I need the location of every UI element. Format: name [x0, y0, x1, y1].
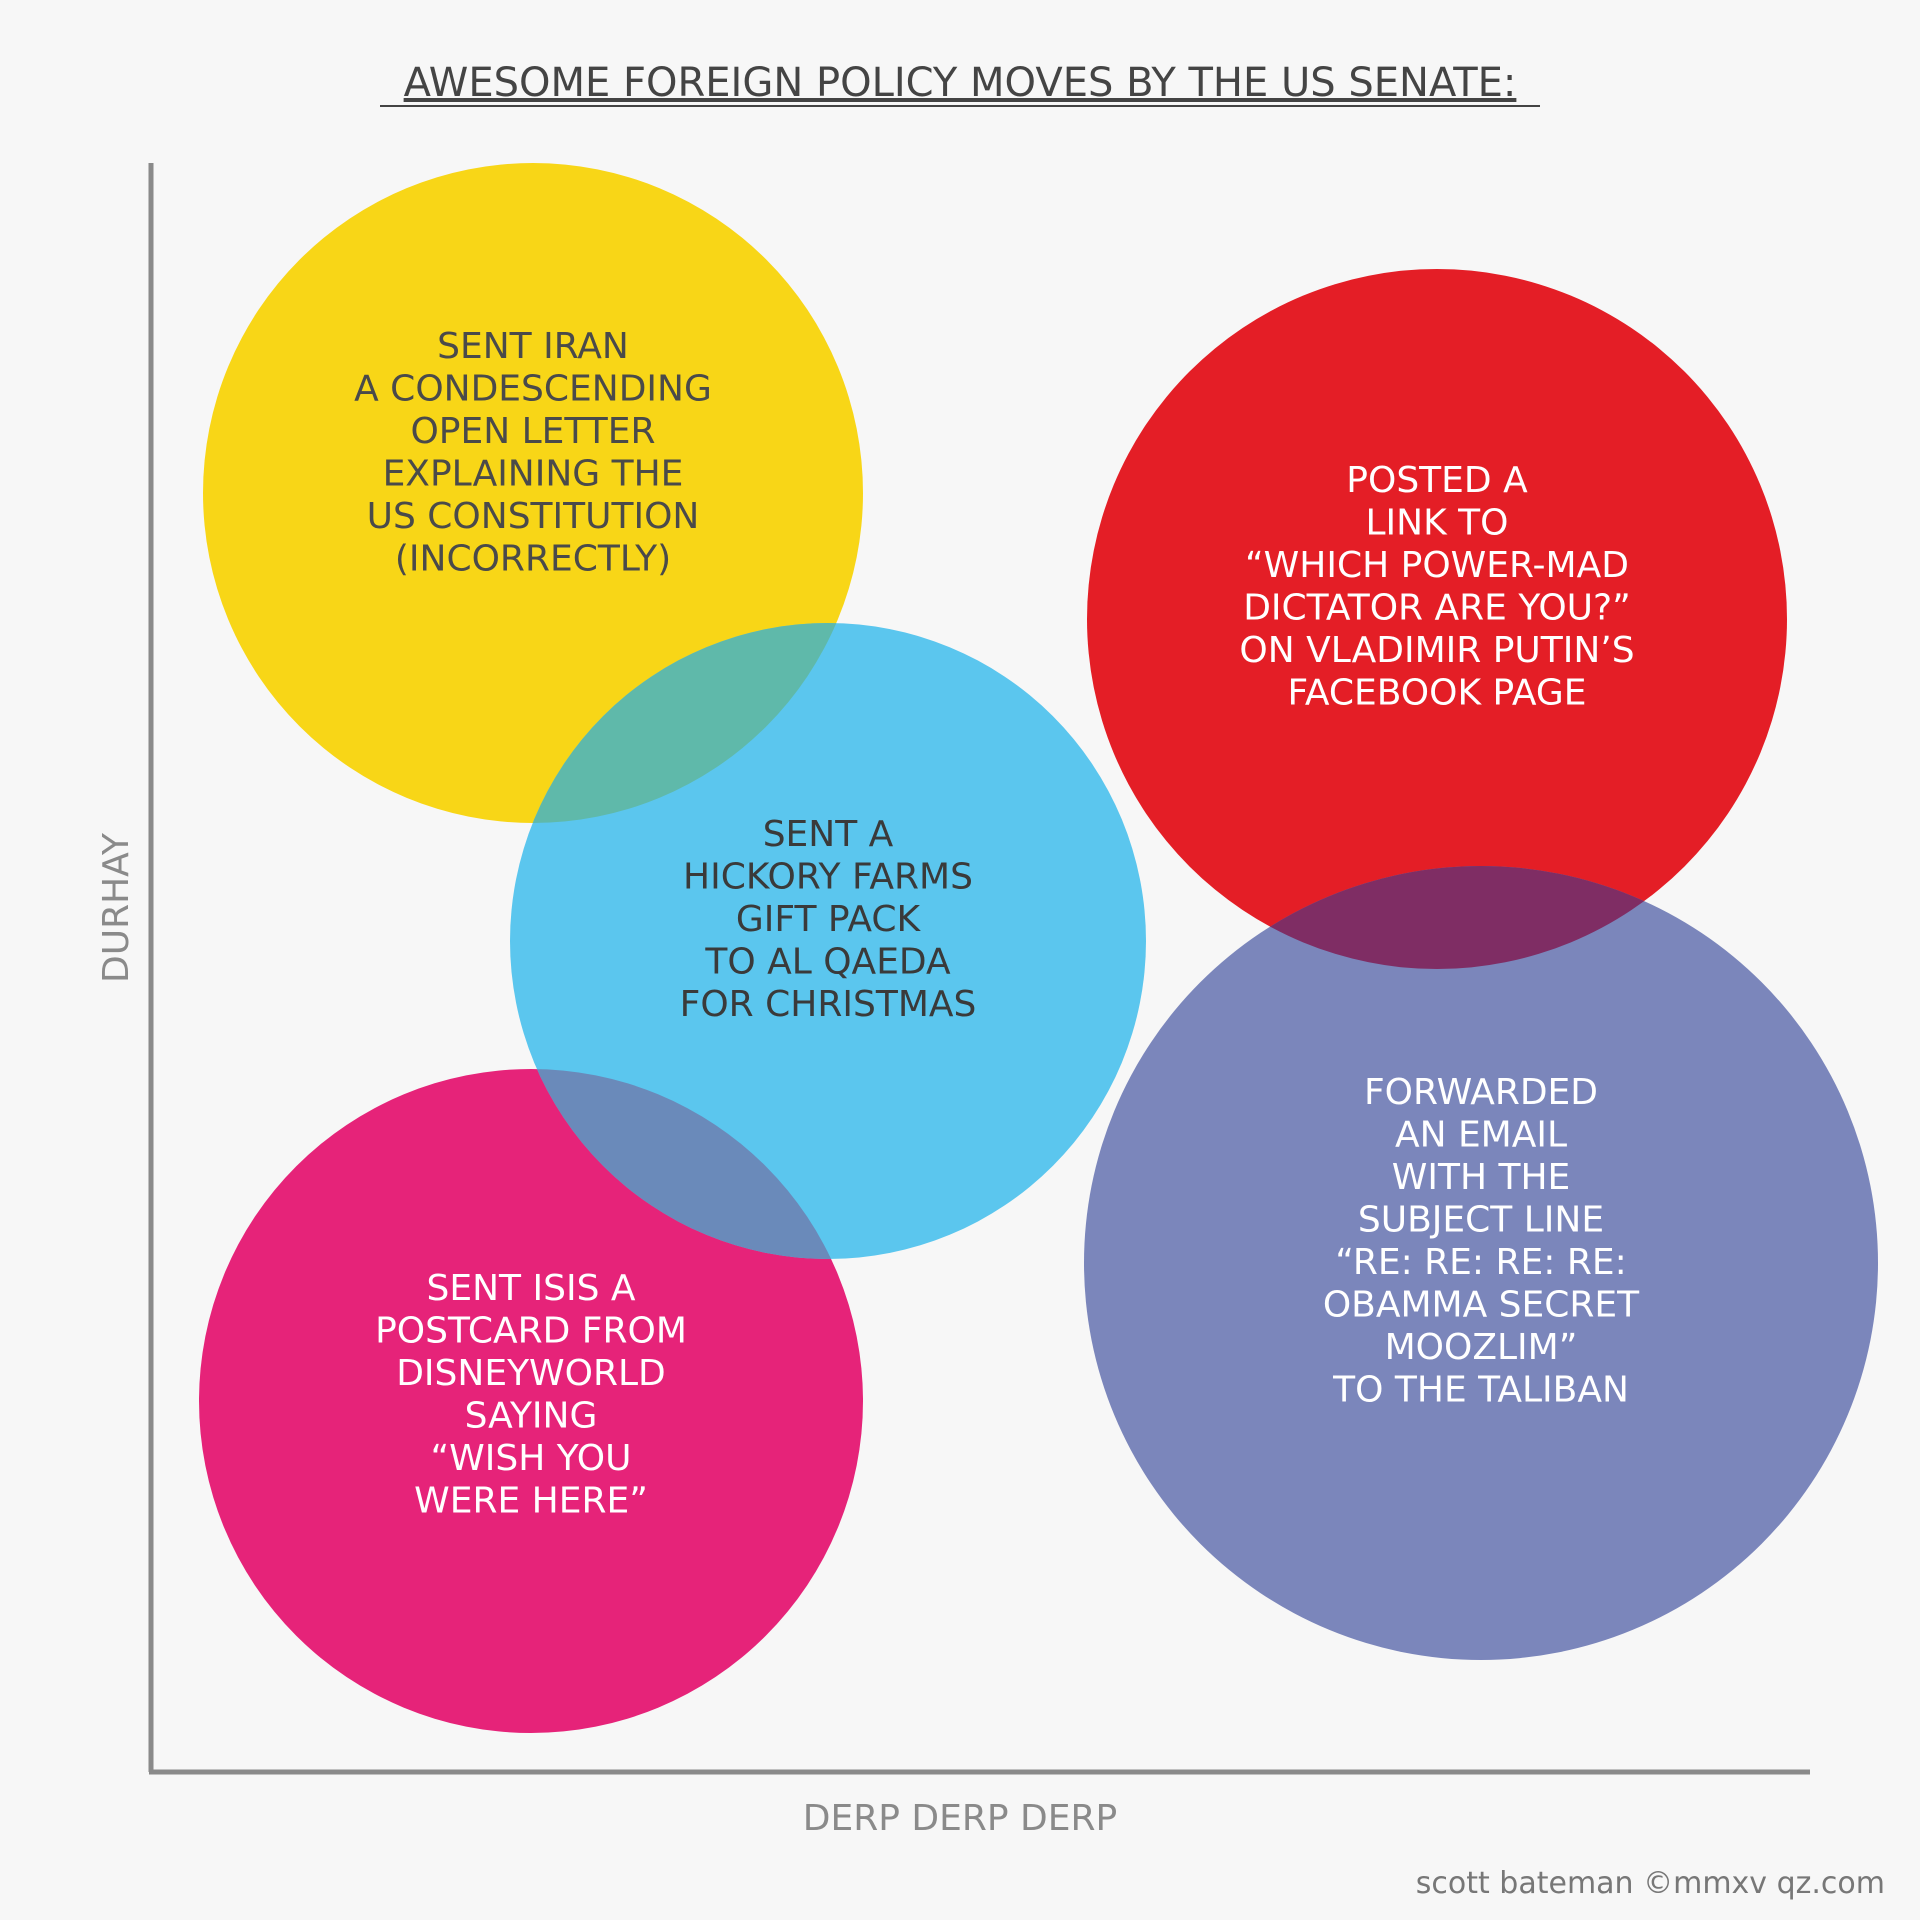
bubble-isis-line: SAYING [465, 1396, 598, 1437]
bubble-putin-line: FACEBOOK PAGE [1287, 673, 1586, 714]
bubble-alqaeda-line: TO AL QAEDA [704, 942, 951, 983]
bubble-taliban-line: FORWARDED [1364, 1072, 1598, 1113]
bubble-putin-line: LINK TO [1366, 503, 1509, 544]
bubble-taliban-line: TO THE TALIBAN [1332, 1370, 1629, 1411]
bubble-alqaeda-line: SENT A [763, 814, 894, 855]
bubble-taliban-line: SUBJECT LINE [1358, 1200, 1604, 1241]
bubble-putin-line: “WHICH POWER-MAD [1245, 545, 1629, 586]
bubble-iran-line: EXPLAINING THE [383, 454, 684, 495]
bubble-isis-line: POSTCARD FROM [375, 1311, 687, 1352]
page-title: AWESOME FOREIGN POLICY MOVES BY THE US S… [404, 60, 1517, 106]
bubble-taliban [1084, 866, 1878, 1660]
overlap-iran-alqaeda [510, 623, 863, 823]
bubble-iran-text: SENT IRAN A CONDESCENDING OPEN LETTER EXPLA… [354, 326, 712, 580]
bubble-isis-line: DISNEYWORLD [396, 1353, 666, 1394]
bubble-isis-line: “WISH YOU [431, 1438, 632, 1479]
bubble-alqaeda-text: SENT A HICKORY FARMS GIFT PACK TO AL QAEDA F… [680, 814, 977, 1025]
bubble-taliban-line: MOOZLIM” [1385, 1327, 1578, 1368]
bubble-iran-line: A CONDESCENDING [354, 369, 712, 410]
credit-text: scott bateman ©mmxv qz.com [1416, 1866, 1885, 1901]
bubble-taliban-line: WITH THE [1392, 1157, 1571, 1198]
y-axis-label: DURHAY [96, 832, 137, 983]
bubble-putin-line: POSTED A [1346, 460, 1528, 501]
bubble-taliban-line: AN EMAIL [1395, 1115, 1567, 1156]
bubble-isis-line: SENT ISIS A [427, 1268, 636, 1309]
bubble-alqaeda-line: GIFT PACK [736, 899, 922, 940]
bubble-taliban-line: “RE: RE: RE: RE: [1335, 1242, 1626, 1283]
bubble-alqaeda-line: FOR CHRISTMAS [680, 984, 977, 1025]
bubble-putin [1087, 269, 1787, 969]
bubble-isis-text: SENT ISIS A POSTCARD FROM DISNEYWORLD SAYIN… [375, 1268, 687, 1522]
bubble-taliban-text: FORWARDED AN EMAIL WITH THE SUBJECT LINE “RE… [1323, 1072, 1640, 1411]
bubble-isis-line: WERE HERE” [414, 1481, 648, 1522]
bubble-alqaeda-line: HICKORY FARMS [683, 857, 973, 898]
bubble-taliban-line: OBAMMA SECRET [1323, 1285, 1640, 1326]
bubble-iran-line: US CONSTITUTION [367, 496, 700, 537]
bubble-putin-text: POSTED A LINK TO “WHICH POWER-MAD DICTATOR … [1239, 460, 1634, 714]
bubble-iran-line: (INCORRECTLY) [395, 539, 671, 580]
bubble-putin-line: ON VLADIMIR PUTIN’S [1239, 630, 1634, 671]
bubble-putin-line: DICTATOR ARE YOU?” [1243, 588, 1631, 629]
bubble-iran-line: SENT IRAN [437, 326, 629, 367]
x-axis-label: DERP DERP DERP [803, 1798, 1117, 1839]
bubble-isis [199, 1069, 863, 1733]
bubble-iran-line: OPEN LETTER [410, 411, 655, 452]
